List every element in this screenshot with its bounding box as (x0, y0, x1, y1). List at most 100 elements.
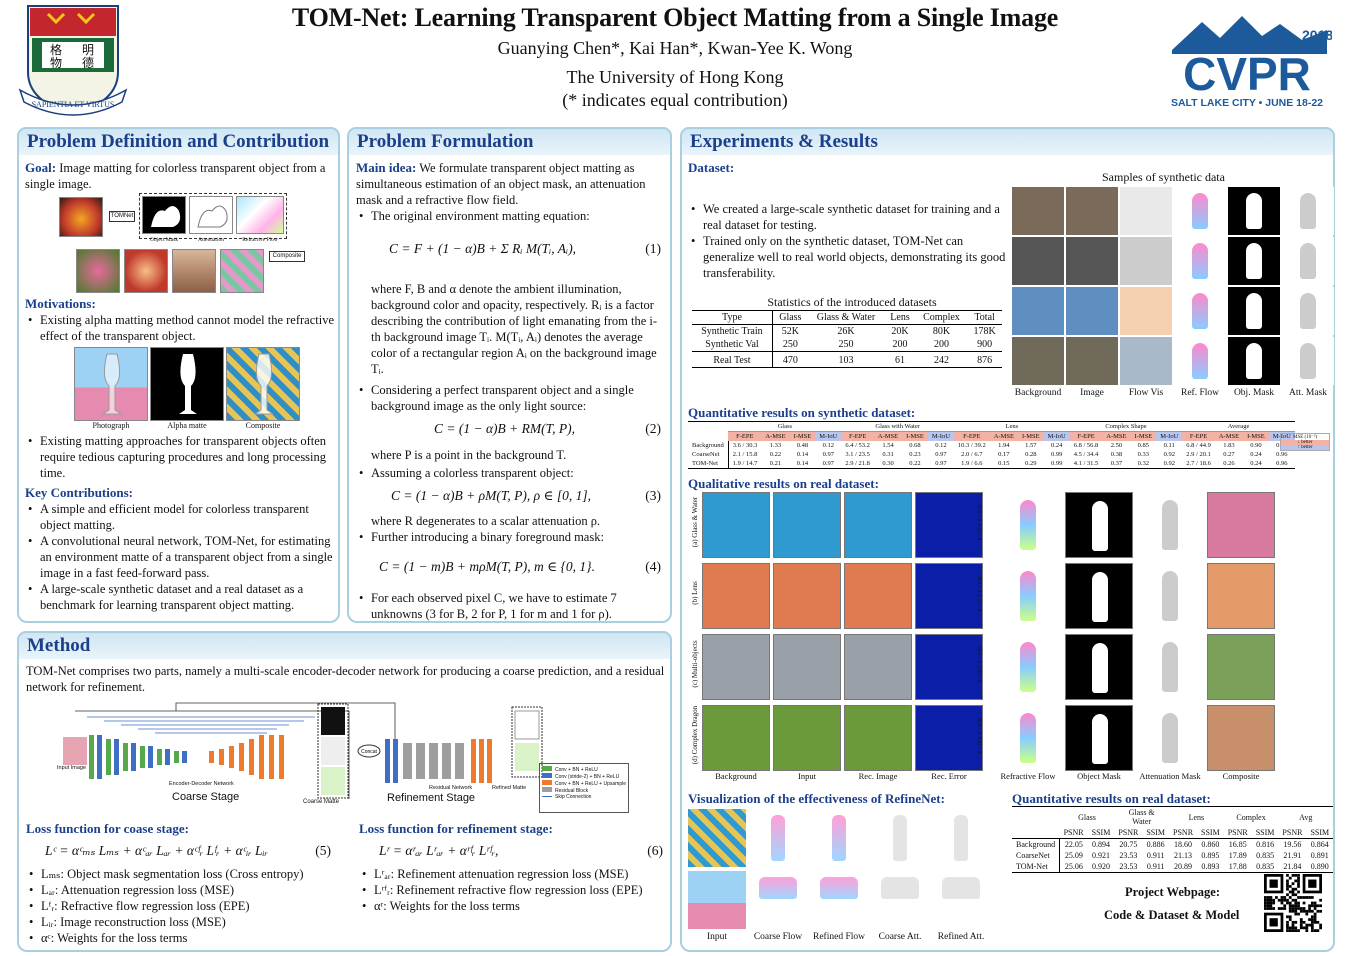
table-group-cell: Glass & Water (1128, 808, 1155, 826)
qr-code[interactable] (1264, 874, 1322, 932)
samples-title: Samples of synthetic data (1102, 170, 1225, 184)
table-group-cell: Glass (728, 421, 842, 432)
quant-real-label: Quantitative results on real dataset: (1012, 791, 1211, 806)
sample-image (1066, 187, 1118, 235)
real-results-table: Glass Glass & Water Lens Complex Avg PSNR SSIM… (1012, 806, 1334, 873)
sample-image (1012, 187, 1064, 235)
table-cell: 4.1 / 31.5 (1073, 460, 1099, 467)
dataset-bullet: Trained only on the synthetic dataset, T… (688, 233, 1006, 281)
sample-caption: Att. Mask (1289, 388, 1327, 398)
table-cell: 0.37 (1110, 460, 1123, 467)
qual-caption: Attenuation Mask (1139, 771, 1201, 781)
qual-image (702, 563, 770, 629)
table-cell: 0.860 (1201, 840, 1220, 849)
sample-image (1228, 237, 1280, 285)
fig-label: Attenuation (198, 237, 224, 243)
qual-row-label: (d) Complex Dragon (691, 705, 699, 765)
table-cell: 0.27 (1223, 451, 1235, 458)
table-cell: 250 (838, 339, 854, 350)
vis-caption: Coarse Flow (753, 932, 803, 942)
legend-label: Conv (stride-2) + BN + ReLU (555, 774, 620, 780)
qual-object (1092, 572, 1108, 622)
sample-image (1228, 337, 1280, 385)
sample-image (1174, 337, 1226, 385)
qual-image (915, 705, 983, 771)
residual-network-label: Residual Network (429, 785, 473, 791)
qual-object (1162, 713, 1178, 763)
method-intro: TOM-Net comprises two parts, namely a mu… (26, 664, 665, 694)
qual-object (1162, 642, 1178, 692)
legend-item: Residual Block (542, 787, 626, 794)
legend-item: Skip Connection (542, 794, 626, 800)
table-cell: 25.09 (1064, 851, 1083, 860)
object-mask-thumb (142, 196, 186, 234)
table-cell: 0.17 (998, 451, 1010, 458)
table-cell: 0.23 (909, 451, 921, 458)
vis-label: Visualization of the effectiveness of Re… (688, 791, 945, 806)
qual-row-label: (b) Lens (691, 581, 699, 605)
legend-label: Residual Block (555, 788, 589, 794)
legend-label: Conv + BN + ReLU (555, 767, 598, 773)
table-metric-cell: A-MSE (761, 431, 790, 441)
vis-object (954, 815, 968, 861)
table-cell: 21.84 (1283, 862, 1302, 871)
table-cell: 0.28 (1025, 451, 1037, 458)
table-group-cell: Lens (1188, 812, 1205, 822)
sample-image (1174, 237, 1226, 285)
table-header-cell: Lens (884, 310, 916, 325)
sample-shape (1300, 293, 1316, 329)
sample-image (1120, 237, 1172, 285)
loss-coarse-label: Loss function for coase stage: (26, 821, 189, 836)
vis-image (871, 809, 929, 867)
hku-logo: 格 明 物 德 SAPIENTIA ET VIRTUS (18, 2, 128, 120)
table-cell: Synthetic Val (692, 338, 773, 352)
table-header-cell: Type (692, 310, 773, 325)
table-cell: 103 (807, 351, 885, 368)
table-metric-cell: I-MSE (1017, 431, 1044, 441)
table-cell: 20.75 (1119, 840, 1138, 849)
table-metric-cell: F-EPE (728, 431, 762, 441)
motivations-label: Motivations: (25, 296, 96, 311)
table-metric-cell: PSNR (1114, 827, 1143, 839)
sample-caption: Background (1014, 388, 1062, 398)
table-metric-cell: SSIM (1087, 827, 1115, 839)
table-metric-cell: SSIM (1306, 827, 1334, 839)
qual-side-note: P = 25.7, S = 0.95 (978, 646, 984, 683)
table-metric-cell: M-IoU (815, 431, 842, 441)
qual-image (773, 705, 841, 771)
loss-term: Lʳₐᵣ: Refinement attenuation regression … (359, 866, 669, 882)
table-cell: 0.22 (909, 460, 921, 467)
table-metric-cell: F-EPE (953, 431, 990, 441)
table-metric-cell: PSNR (1059, 827, 1088, 839)
loss-term: αᶜ: Weights for the loss terms (26, 930, 346, 946)
samples-grid: Background Image Flow Vis Ref. Flow Obj. Mas… (1012, 187, 1334, 398)
qual-object (1092, 643, 1108, 693)
table-cell: 21.13 (1174, 851, 1193, 860)
table-metric-cell: PSNR (1169, 827, 1198, 839)
table-row: CoarseNet 25.09 0.921 23.53 0.911 21.13 0.895 1… (1012, 850, 1333, 861)
vis-object (893, 815, 907, 861)
dataset-bullet: We created a large-scale synthetic datas… (688, 201, 1006, 233)
vis-object (759, 877, 797, 899)
table-cell: 6.4 / 53.2 (845, 442, 870, 449)
vis-caption: Coarse Att. (878, 932, 922, 942)
table-group-cell: Complex (1236, 812, 1266, 822)
table-cell: 3.6 / 30.3 (732, 442, 758, 449)
table-metric-row: PSNR SSIM PSNR SSIM PSNR SSIM PSNR SSIM PSNR SSIM (1012, 827, 1334, 839)
contribution-item: A simple and efficient model for colorle… (25, 501, 335, 533)
table-cell: 25.06 (1064, 862, 1083, 871)
table-cell: 0.26 (1223, 460, 1235, 467)
cvpr-logo: 2018 CVPR SALT LAKE CITY • JUNE 18-22 (1162, 10, 1333, 110)
qual-image (844, 705, 912, 771)
table-row-name: Background (688, 441, 729, 450)
fig-label: Refractive Flow (242, 237, 278, 243)
table-row: Synthetic Train 52K 26K 20K 80K 178K (692, 324, 1002, 338)
motivation-item: Existing matting approaches for transpar… (25, 433, 335, 481)
composite-example (76, 249, 120, 293)
table-cell: 1.57 (1025, 442, 1037, 449)
equation-6: Lʳ = αʳₐᵣ Lʳₐᵣ + αʳᶠᵣ Lʳᶠᵣ, (6) (379, 843, 669, 859)
alpha-matte-thumb (150, 347, 224, 421)
equation-number: (4) (645, 559, 661, 574)
qual-image (1207, 492, 1275, 558)
table-metric-cell: M-IoU (1156, 431, 1183, 441)
